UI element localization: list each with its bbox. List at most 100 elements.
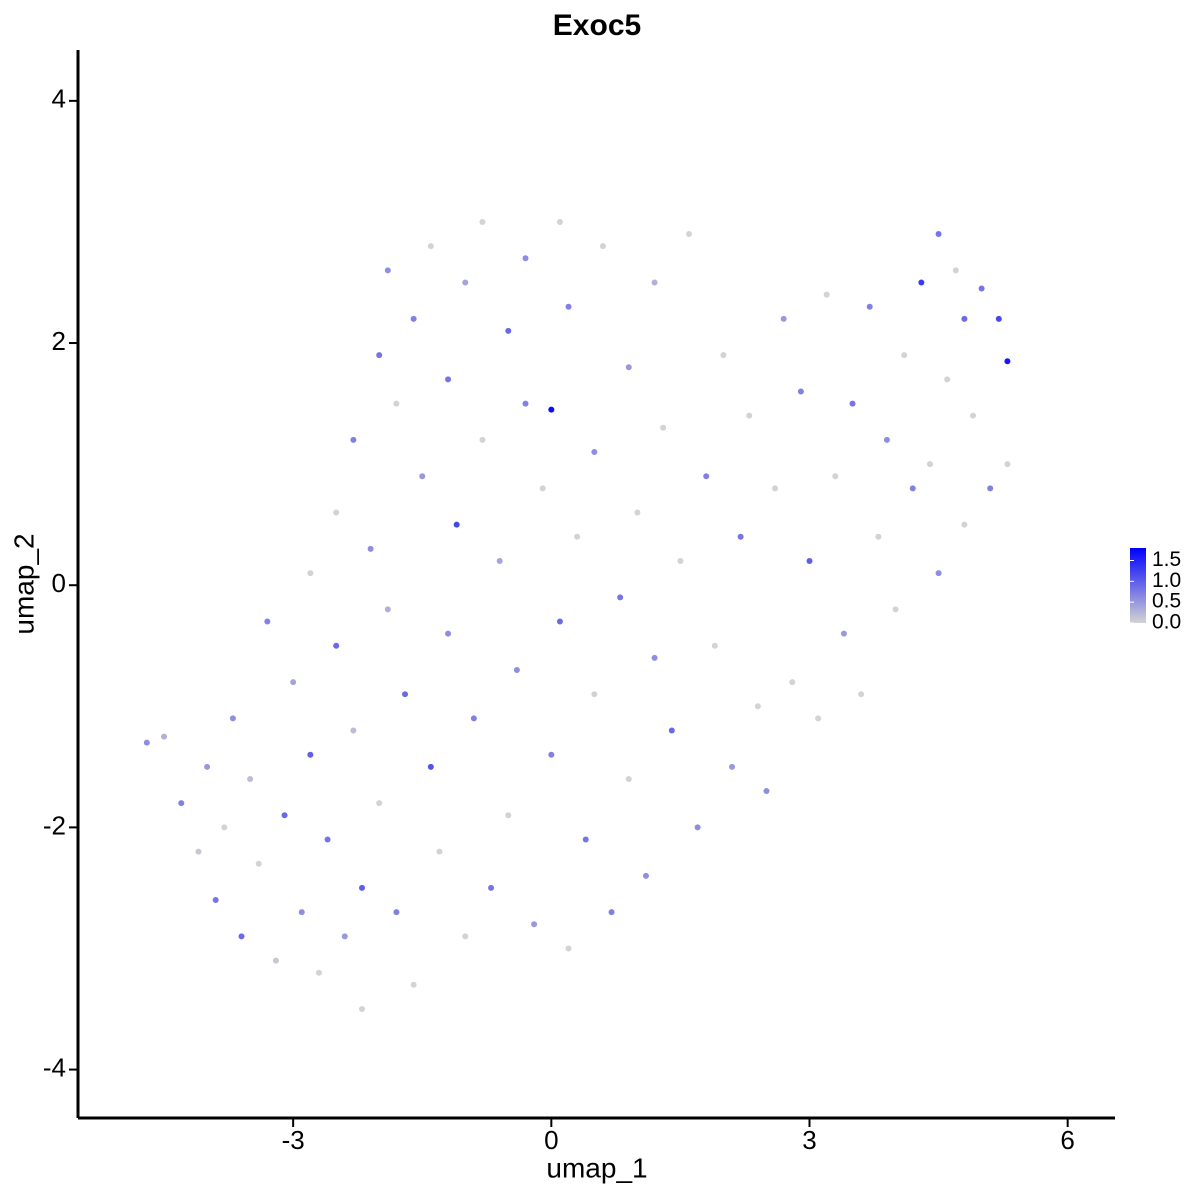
point [625, 364, 632, 371]
point [651, 279, 658, 286]
point [866, 303, 873, 310]
point [1004, 358, 1011, 365]
point [255, 860, 262, 867]
point [832, 473, 839, 480]
point [625, 775, 632, 782]
point [1004, 461, 1011, 468]
point [815, 715, 822, 722]
point [505, 812, 512, 819]
point [935, 570, 942, 577]
point [350, 727, 357, 734]
point [307, 570, 314, 577]
point [883, 436, 890, 443]
point [479, 218, 486, 225]
point [290, 679, 297, 686]
point [720, 352, 727, 359]
point [729, 763, 736, 770]
point [531, 921, 538, 928]
point [427, 243, 434, 250]
point [754, 703, 761, 710]
point [513, 666, 520, 673]
point [376, 800, 383, 807]
point [479, 436, 486, 443]
y-axis-title: umap_2 [8, 533, 39, 634]
point [642, 872, 649, 879]
point [522, 400, 529, 407]
y-tick-label: -2 [43, 810, 66, 840]
point [445, 630, 452, 637]
point [591, 449, 598, 456]
point [419, 473, 426, 480]
point [909, 485, 916, 492]
point [427, 763, 434, 770]
point [341, 933, 348, 940]
point [858, 691, 865, 698]
point [470, 715, 477, 722]
point [875, 533, 882, 540]
y-tick-label: 2 [52, 326, 66, 356]
point [462, 933, 469, 940]
point [453, 521, 460, 528]
point [410, 981, 417, 988]
point [376, 352, 383, 359]
point [961, 521, 968, 528]
point [410, 315, 417, 322]
point [238, 933, 245, 940]
point [367, 545, 374, 552]
point [574, 533, 581, 540]
point [806, 557, 813, 564]
point [634, 509, 641, 516]
point [608, 909, 615, 916]
point [556, 618, 563, 625]
point [307, 751, 314, 758]
x-tick-label: 6 [1060, 1125, 1074, 1155]
point [970, 412, 977, 419]
point [539, 485, 546, 492]
point [789, 679, 796, 686]
colorbar-tick-label: 0.5 [1152, 590, 1181, 613]
point [462, 279, 469, 286]
point [711, 642, 718, 649]
point [384, 606, 391, 613]
point [522, 255, 529, 262]
point [548, 751, 555, 758]
point [668, 727, 675, 734]
point [281, 812, 288, 819]
point [358, 884, 365, 891]
point [264, 618, 271, 625]
point [944, 376, 951, 383]
point [660, 424, 667, 431]
point [978, 285, 985, 292]
point [849, 400, 856, 407]
point [505, 327, 512, 334]
point [995, 315, 1002, 322]
point [393, 909, 400, 916]
x-tick-label: 0 [544, 1125, 558, 1155]
point [599, 243, 606, 250]
x-tick-label: 3 [802, 1125, 816, 1155]
point [772, 485, 779, 492]
point [926, 461, 933, 468]
point [780, 315, 787, 322]
point [436, 848, 443, 855]
point [298, 909, 305, 916]
point [221, 824, 228, 831]
y-tick-label: 0 [52, 568, 66, 598]
point [229, 715, 236, 722]
point [178, 800, 185, 807]
point [746, 412, 753, 419]
point [324, 836, 331, 843]
point [393, 400, 400, 407]
x-tick-label: -3 [282, 1125, 305, 1155]
point [488, 884, 495, 891]
point [272, 957, 279, 964]
colorbar [1130, 548, 1146, 623]
point [797, 388, 804, 395]
point [143, 739, 150, 746]
point [823, 291, 830, 298]
point [763, 788, 770, 795]
colorbar-tick-label: 0.0 [1152, 611, 1181, 634]
point [737, 533, 744, 540]
point [901, 352, 908, 359]
